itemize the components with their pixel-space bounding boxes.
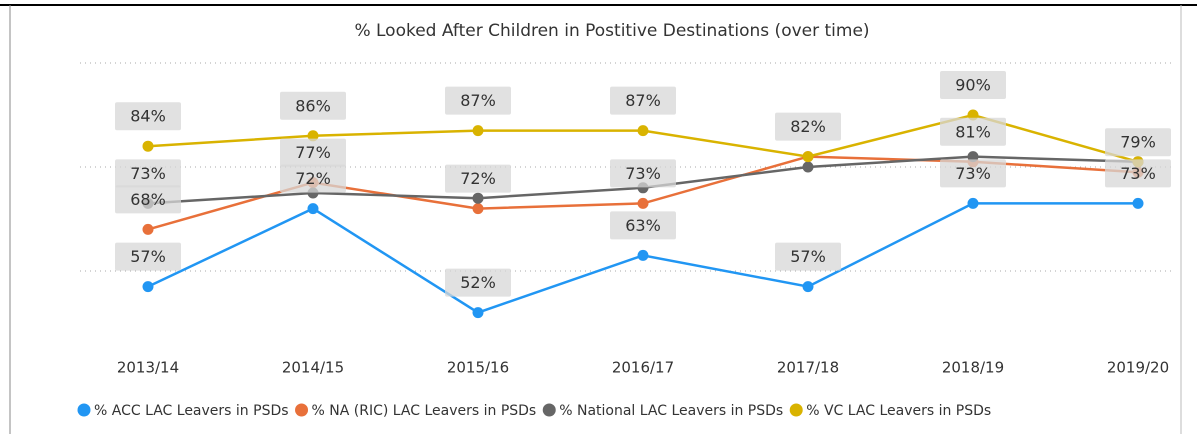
data-label-box — [280, 138, 346, 167]
data-label-box — [610, 86, 676, 115]
legend-label: % ACC LAC Leavers in PSDs — [94, 403, 289, 419]
data-label: 84% — [130, 107, 166, 126]
data-label: 87% — [625, 91, 661, 110]
data-label: 68% — [130, 190, 166, 209]
data-point — [142, 281, 154, 293]
x-tick-label: 2015/16 — [447, 359, 509, 377]
data-point — [637, 125, 649, 137]
legend-label: % NA (RIC) LAC Leavers in PSDs — [312, 403, 537, 419]
data-point — [142, 140, 154, 152]
data-label-box — [940, 71, 1006, 99]
data-point — [967, 109, 979, 121]
legend: % ACC LAC Leavers in PSDs % NA (RIC) LAC … — [77, 403, 991, 419]
data-point — [307, 203, 319, 215]
data-label: 52% — [460, 273, 496, 292]
data-point — [802, 281, 814, 293]
data-point — [1132, 197, 1144, 209]
data-label-box — [610, 211, 676, 240]
data-point — [802, 161, 814, 173]
legend-marker — [77, 403, 91, 417]
data-label-box — [115, 185, 181, 214]
data-point — [472, 192, 484, 204]
data-label-box — [940, 159, 1006, 188]
data-label: 63% — [625, 216, 661, 235]
legend-label: % VC LAC Leavers in PSDs — [806, 403, 991, 419]
data-point — [472, 203, 484, 215]
data-label: 73% — [955, 164, 991, 183]
data-label: 73% — [1120, 164, 1156, 183]
data-label: 73% — [625, 164, 661, 183]
data-label-box — [115, 242, 181, 271]
data-point — [637, 197, 649, 209]
data-label: 57% — [790, 247, 826, 266]
data-label: 79% — [1120, 133, 1156, 152]
x-tick-label: 2019/20 — [1107, 359, 1169, 377]
data-label-box — [1105, 159, 1171, 188]
data-label-box — [280, 164, 346, 193]
x-tick-label: 2013/14 — [117, 359, 179, 377]
data-point — [637, 249, 649, 261]
data-label: 87% — [460, 91, 496, 110]
data-label: 81% — [955, 122, 991, 141]
x-tick-label: 2017/18 — [777, 359, 839, 377]
data-label: 73% — [130, 164, 166, 183]
legend-label: % National LAC Leavers in PSDs — [559, 403, 783, 419]
legend-marker — [542, 403, 556, 417]
data-label-box — [775, 242, 841, 271]
data-label-box — [940, 117, 1006, 146]
data-label-box — [445, 86, 511, 115]
data-label: 57% — [130, 247, 166, 266]
data-point — [967, 151, 979, 163]
data-labels: 57% 72% 52% 63% 57% 73% 73% 68% 77% 72% 73% 81% 79% 7… — [115, 71, 1171, 297]
data-label-box — [115, 102, 181, 131]
data-label: 82% — [790, 117, 826, 136]
data-label: 72% — [460, 169, 496, 188]
data-point — [472, 307, 484, 319]
data-label-box — [1105, 128, 1171, 157]
data-label-box — [445, 268, 511, 297]
data-label: 86% — [295, 96, 331, 115]
data-label-box — [775, 112, 841, 141]
data-point — [142, 223, 154, 235]
legend-marker — [295, 403, 309, 417]
chart-title: % Looked After Children in Postitive Des… — [354, 21, 869, 41]
data-point — [802, 151, 814, 163]
x-tick-label: 2018/19 — [942, 359, 1004, 377]
data-point — [307, 130, 319, 142]
x-tick-label: 2014/15 — [282, 359, 344, 377]
data-point — [472, 125, 484, 137]
data-label-box — [610, 159, 676, 188]
data-point — [967, 197, 979, 209]
data-label-box — [445, 164, 511, 193]
data-label-box — [280, 91, 346, 120]
x-tick-label: 2016/17 — [612, 359, 674, 377]
data-label-box — [115, 159, 181, 188]
data-label: 90% — [955, 76, 991, 95]
data-label: 77% — [295, 143, 331, 162]
data-label: 72% — [295, 169, 331, 188]
legend-marker — [789, 403, 803, 417]
